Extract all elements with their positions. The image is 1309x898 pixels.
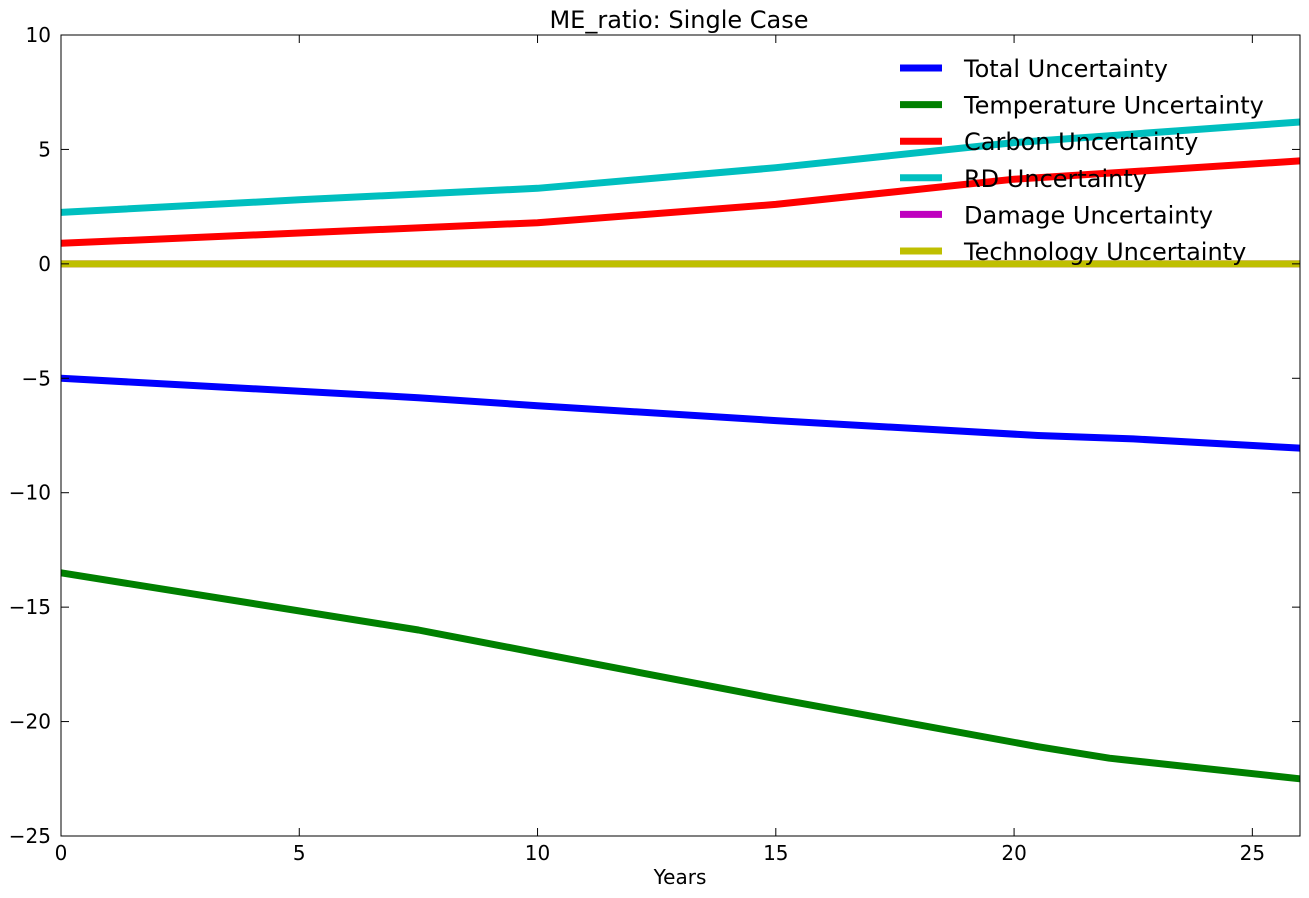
y-tick-label: −15	[9, 595, 51, 619]
y-tick-label: −5	[22, 366, 51, 390]
x-tick-label: 0	[55, 841, 68, 865]
x-tick-label: 20	[1001, 841, 1026, 865]
series-line-carbon-uncertainty	[60, 157, 1301, 247]
x-tick-label: 15	[763, 841, 788, 865]
plot-frame	[60, 34, 1301, 837]
x-tick-label: 25	[1240, 841, 1265, 865]
series-layer	[60, 118, 1301, 783]
x-tick-label: 10	[525, 841, 550, 865]
y-tick-label: 10	[26, 23, 51, 47]
legend-label: RD Uncertainty	[964, 165, 1147, 193]
series-line-rd-uncertainty	[60, 118, 1301, 216]
legend-label: Carbon Uncertainty	[964, 128, 1198, 156]
legend: Total Uncertainty Temperature Uncertainty…	[900, 55, 1264, 266]
legend-label: Technology Uncertainty	[963, 238, 1246, 266]
y-tick-label: −25	[9, 824, 51, 848]
y-tick-label: −20	[9, 710, 51, 734]
y-tick-label: 5	[38, 137, 51, 161]
x-tick-label: 5	[293, 841, 306, 865]
legend-label: Damage Uncertainty	[964, 201, 1213, 229]
y-tick-label: −10	[9, 481, 51, 505]
legend-label: Temperature Uncertainty	[963, 92, 1264, 120]
ticks-layer: 0 5 10 15 20 25 10 5 0 −5 −10 −15 −20 −25	[9, 23, 1300, 865]
chart-title: ME_ratio: Single Case	[549, 6, 808, 34]
legend-label: Total Uncertainty	[963, 55, 1168, 83]
series-line-total-uncertainty	[60, 374, 1301, 452]
y-tick-label: 0	[38, 252, 51, 276]
x-axis-label: Years	[653, 865, 707, 889]
series-line-temperature-uncertainty	[60, 569, 1301, 783]
